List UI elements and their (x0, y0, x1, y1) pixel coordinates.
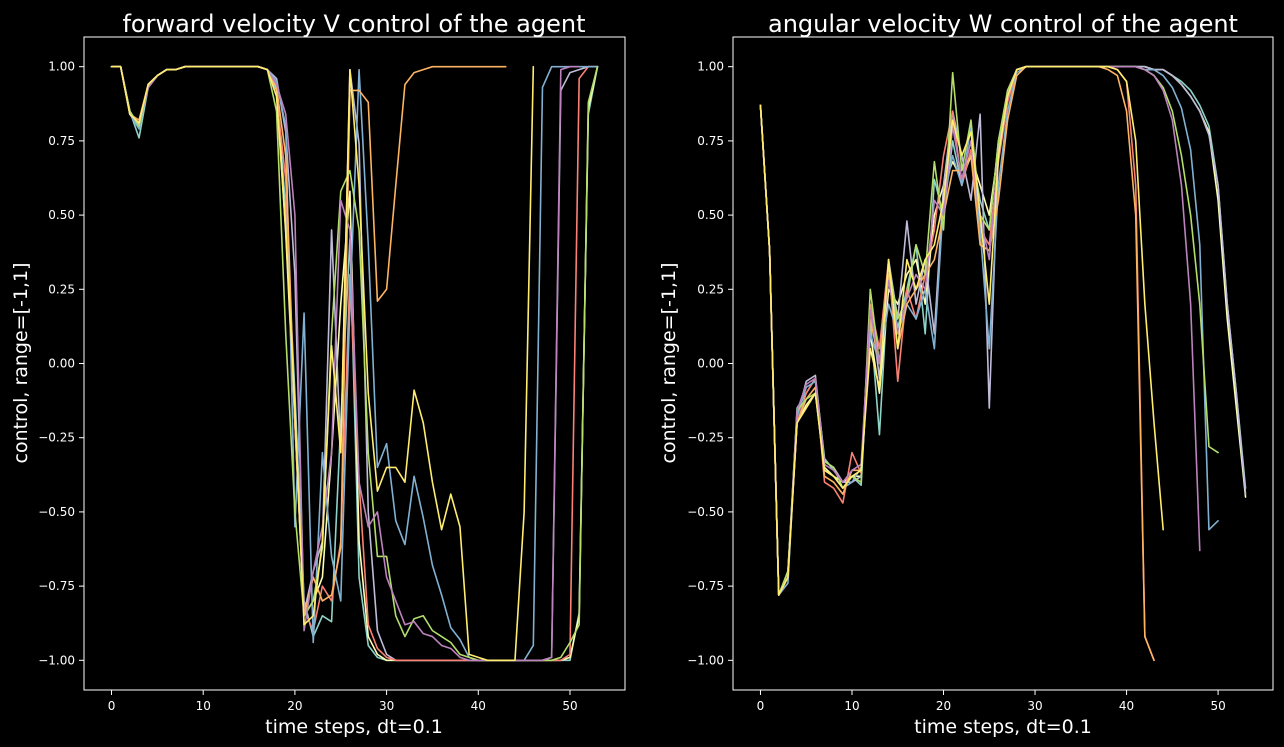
plot-area (759, 65, 1247, 662)
x-tick-label: 50 (562, 699, 577, 713)
x-axis-label: time steps, dt=0.1 (265, 716, 443, 738)
x-axis-label: time steps, dt=0.1 (914, 716, 1092, 738)
series-line-9 (110, 65, 535, 662)
y-tick-label: 0.50 (48, 208, 75, 222)
panel-forward-velocity: forward velocity V control of the agent … (10, 10, 626, 738)
y-tick-label: −1.00 (38, 653, 75, 667)
y-axis-label: control, range=[-1,1] (10, 262, 32, 463)
x-tick-label: 0 (757, 699, 765, 713)
axis-ticks: 1.00 0.75 0.50 0.25 0.00 −0.25 −0.50 −0.75 −1.00… (687, 60, 1226, 713)
y-tick-label: 0.25 (697, 282, 724, 296)
y-tick-label: 0.25 (48, 282, 75, 296)
panel-angular-velocity: angular velocity W control of the agent … (658, 10, 1274, 738)
y-tick-label: 0.00 (48, 357, 75, 371)
x-tick-label: 30 (1027, 699, 1042, 713)
x-tick-label: 10 (844, 699, 859, 713)
y-tick-label: −0.25 (687, 431, 724, 445)
x-tick-label: 20 (287, 699, 302, 713)
y-tick-label: −0.75 (687, 579, 724, 593)
x-tick-label: 30 (379, 699, 394, 713)
y-tick-label: 1.00 (697, 60, 724, 74)
y-tick-label: −0.25 (38, 431, 75, 445)
y-tick-label: −1.00 (687, 653, 724, 667)
x-tick-label: 10 (196, 699, 211, 713)
chart-title: angular velocity W control of the agent (768, 10, 1238, 38)
x-tick-label: 50 (1210, 699, 1225, 713)
y-tick-label: −0.75 (38, 579, 75, 593)
y-axis-label: control, range=[-1,1] (658, 262, 680, 463)
series-line-9 (759, 65, 1164, 596)
y-tick-label: 0.75 (48, 134, 75, 148)
y-tick-label: −0.50 (38, 505, 75, 519)
y-tick-label: 0.75 (697, 134, 724, 148)
y-tick-label: 0.50 (697, 208, 724, 222)
x-tick-label: 0 (108, 699, 116, 713)
axes-frame (732, 36, 1274, 691)
axis-ticks: 1.00 0.75 0.50 0.25 0.00 −0.25 −0.50 −0.75 −1.00… (38, 60, 577, 713)
y-tick-label: −0.50 (687, 505, 724, 519)
axes-frame (83, 36, 626, 691)
chart-title: forward velocity V control of the agent (122, 10, 585, 38)
y-tick-label: 0.00 (697, 357, 724, 371)
x-tick-label: 40 (471, 699, 486, 713)
plot-area (110, 65, 599, 662)
x-tick-label: 40 (1119, 699, 1134, 713)
x-tick-label: 20 (936, 699, 951, 713)
y-tick-label: 1.00 (48, 60, 75, 74)
